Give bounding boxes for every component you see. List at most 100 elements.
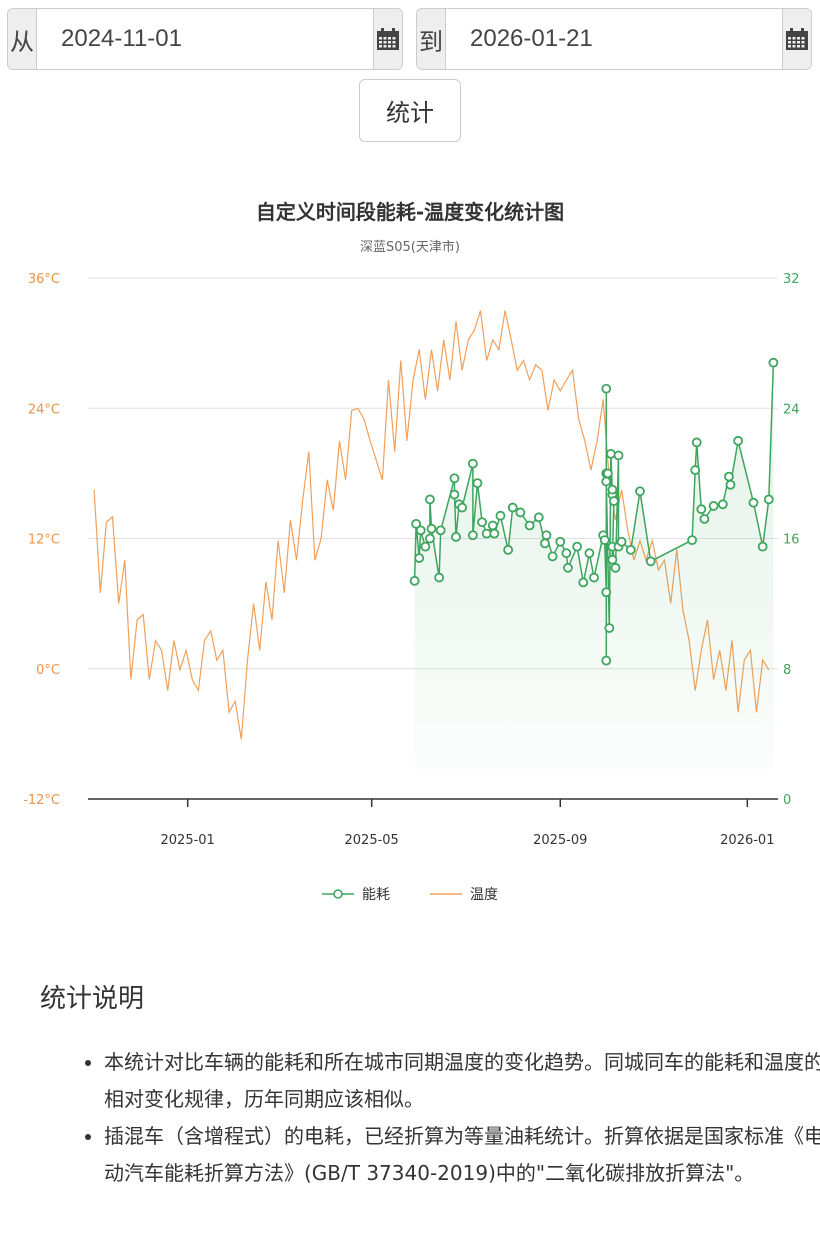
energy-point xyxy=(426,523,437,534)
energy-point xyxy=(625,544,636,555)
energy-point xyxy=(607,484,618,495)
energy-point xyxy=(515,507,526,518)
energy-point xyxy=(435,525,446,536)
y-left-tick-label: 36°C xyxy=(28,272,60,287)
energy-point xyxy=(409,575,420,586)
to-date-input[interactable] xyxy=(446,9,782,69)
energy-point xyxy=(489,528,500,539)
to-calendar-button[interactable] xyxy=(782,9,811,69)
energy-point xyxy=(696,504,707,515)
energy-point xyxy=(724,471,734,482)
energy-area xyxy=(414,362,774,769)
chart: 36°C 32 24°C 24 12°C 16 0°C 8 -12°C 0 2025-01 2025-… xyxy=(23,272,800,848)
energy-point xyxy=(645,556,656,567)
to-label: 到 xyxy=(417,9,446,69)
energy-point xyxy=(495,510,506,521)
from-calendar-button[interactable] xyxy=(373,9,402,69)
energy-point xyxy=(572,541,583,552)
energy-point xyxy=(561,548,572,559)
energy-point xyxy=(690,465,701,476)
energy-point xyxy=(763,494,774,505)
from-date-input[interactable] xyxy=(37,9,373,69)
energy-point xyxy=(605,448,616,459)
x-tick-label: 2025-09 xyxy=(533,833,587,848)
x-tick-label: 2026-01 xyxy=(720,833,774,848)
note-item: 插混车（含增程式）的电耗，已经折算为等量油耗统计。折算依据是国家标准《电动汽车能… xyxy=(104,1118,820,1192)
energy-point xyxy=(467,530,478,541)
energy-point xyxy=(563,562,573,573)
energy-point xyxy=(411,518,422,529)
energy-point xyxy=(687,535,698,546)
y-right-tick-label: 32 xyxy=(783,272,800,287)
energy-point xyxy=(616,536,627,547)
y-left-tick-label: 0°C xyxy=(36,663,60,678)
y-left-tick-label: 24°C xyxy=(28,402,60,417)
energy-point xyxy=(601,383,612,394)
energy-point xyxy=(449,473,460,484)
energy-point xyxy=(599,535,610,546)
from-date-group: 从 xyxy=(7,8,403,70)
energy-point xyxy=(467,458,478,469)
energy-point xyxy=(578,577,589,588)
energy-point xyxy=(414,553,425,563)
line-marker-icon xyxy=(322,889,354,899)
energy-point xyxy=(717,499,728,510)
energy-point xyxy=(457,502,468,513)
energy-point xyxy=(584,548,595,559)
energy-point xyxy=(434,572,445,583)
energy-point xyxy=(472,478,483,489)
legend-energy[interactable]: 能耗 xyxy=(322,884,390,904)
x-tick-label: 2025-05 xyxy=(345,833,399,848)
chart-subtitle: 深蓝S05(天津市) xyxy=(360,240,460,255)
legend-temperature-label: 温度 xyxy=(470,887,498,903)
y-left-tick-label: 12°C xyxy=(28,533,60,548)
energy-point xyxy=(487,520,498,531)
energy-point xyxy=(607,554,618,565)
energy-point xyxy=(609,496,619,506)
y-right-tick-label: 16 xyxy=(783,533,800,548)
energy-point xyxy=(610,562,621,573)
y-left-tick-label: -12°C xyxy=(23,793,60,808)
x-tick-label: 2025-01 xyxy=(161,833,215,848)
energy-point xyxy=(533,512,544,523)
energy-point xyxy=(477,517,487,528)
note-item: 本统计对比车辆的能耗和所在城市同期温度的变化趋势。同城同车的能耗和温度的相对变化… xyxy=(104,1044,820,1118)
energy-point xyxy=(507,502,518,513)
energy-point xyxy=(601,587,612,598)
energy-point xyxy=(699,514,710,524)
energy-point xyxy=(757,541,768,552)
legend-energy-label: 能耗 xyxy=(362,887,390,903)
from-label: 从 xyxy=(8,9,37,69)
energy-point xyxy=(725,479,736,490)
legend-temperature[interactable]: 温度 xyxy=(430,884,498,904)
energy-point xyxy=(547,551,558,562)
energy-point xyxy=(604,623,615,633)
energy-point xyxy=(425,533,435,544)
energy-point xyxy=(748,497,759,508)
energy-point xyxy=(555,536,566,547)
energy-point xyxy=(768,357,779,368)
chart-title: 自定义时间段能耗-温度变化统计图 xyxy=(255,200,565,224)
y-right-tick-label: 8 xyxy=(783,663,791,678)
energy-point xyxy=(415,525,426,536)
energy-point xyxy=(541,530,552,541)
energy-point xyxy=(635,486,645,497)
energy-point xyxy=(524,520,535,531)
energy-point xyxy=(420,541,431,552)
legend: 能耗 温度 xyxy=(0,884,820,904)
energy-point xyxy=(425,494,435,505)
energy-point xyxy=(733,435,744,446)
y-right-tick-label: 0 xyxy=(783,793,791,808)
submit-button[interactable]: 统计 xyxy=(359,79,461,142)
calendar-icon xyxy=(377,28,399,50)
energy-point xyxy=(613,450,624,461)
to-date-group: 到 xyxy=(416,8,812,70)
notes-heading: 统计说明 xyxy=(40,984,145,1014)
energy-point xyxy=(601,655,612,666)
calendar-icon xyxy=(786,28,808,50)
energy-point xyxy=(602,468,613,479)
y-right-tick-label: 24 xyxy=(783,402,800,417)
energy-point xyxy=(708,501,719,511)
energy-point xyxy=(451,531,461,542)
energy-point xyxy=(503,544,514,555)
